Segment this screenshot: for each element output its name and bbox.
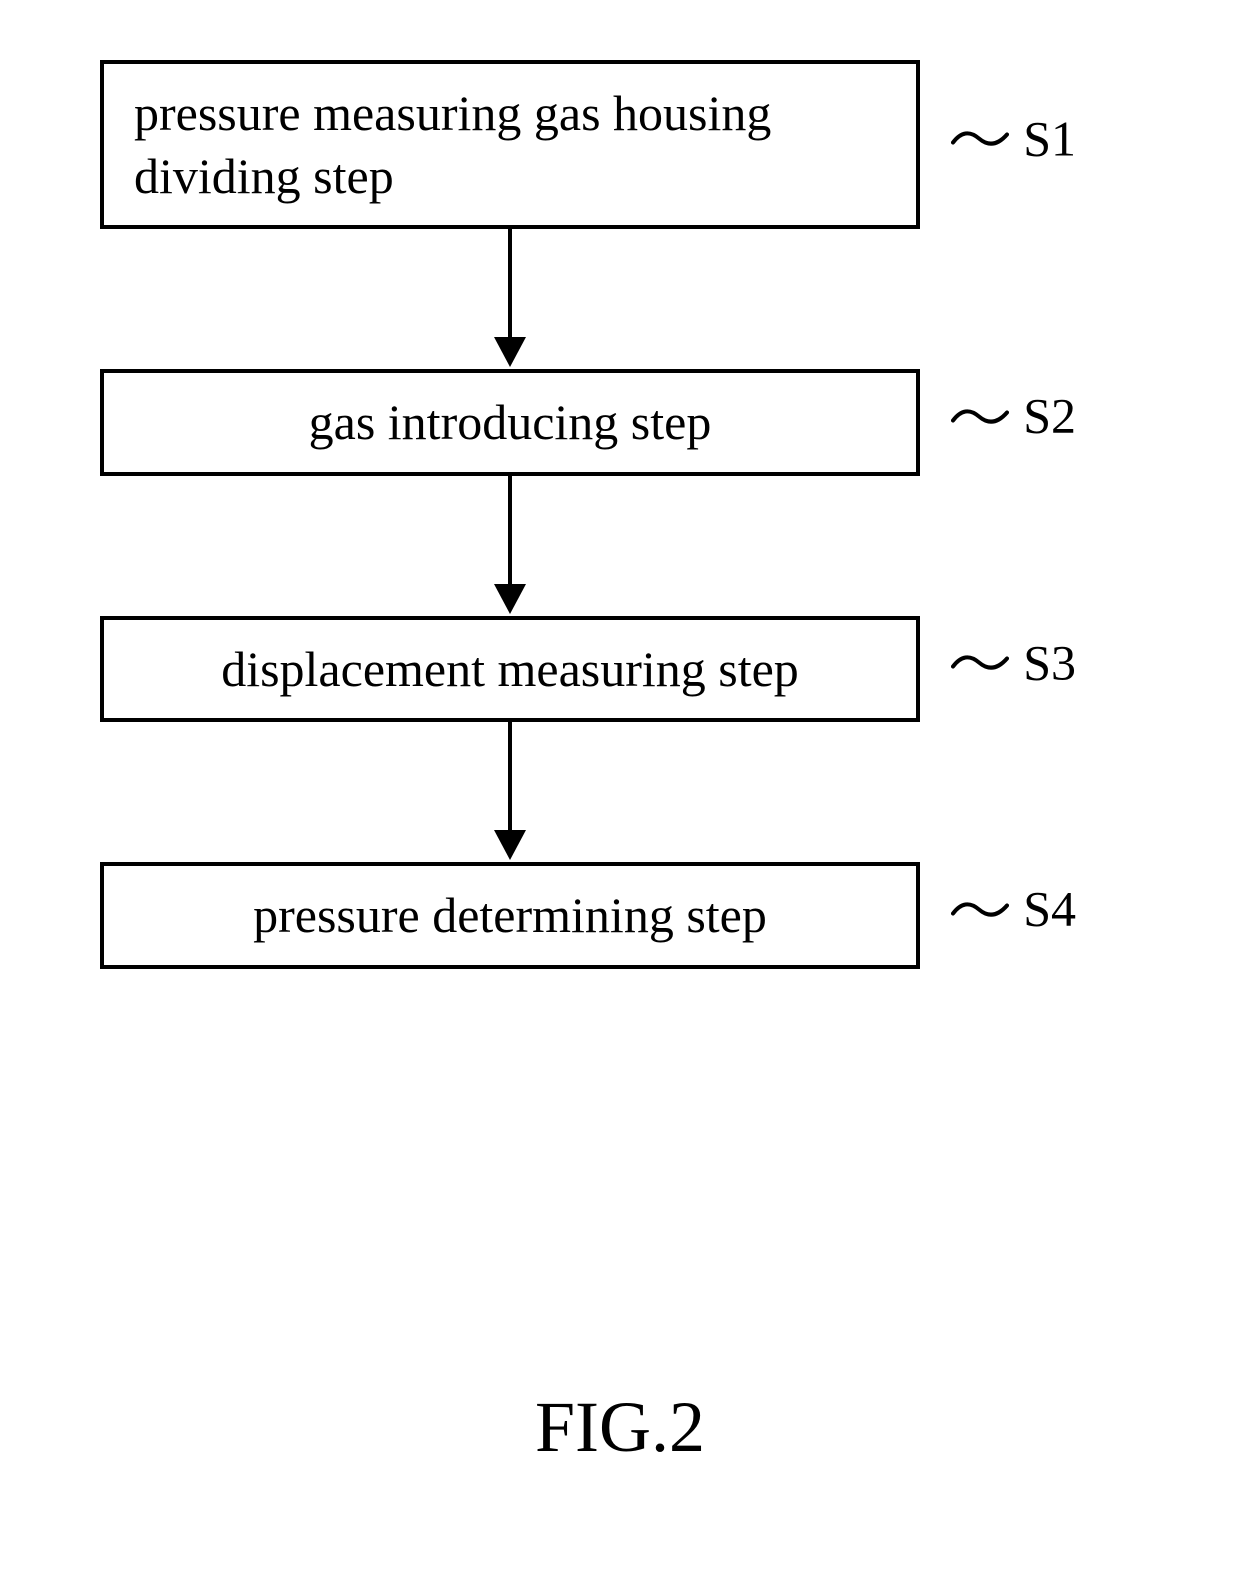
arrow-head-icon xyxy=(494,337,526,367)
arrow-head-icon xyxy=(494,830,526,860)
arrow-line xyxy=(508,722,512,832)
flowchart-node: pressure measuring gas housing dividing … xyxy=(100,60,920,229)
connector-squiggle-icon xyxy=(951,402,1009,430)
flowchart-node: pressure determining step S4 xyxy=(100,862,920,969)
node-text: pressure determining step xyxy=(253,884,767,947)
flowchart-node: gas introducing step S2 xyxy=(100,369,920,476)
node-text: gas introducing step xyxy=(309,391,712,454)
node-label-s3: S3 xyxy=(951,631,1076,694)
node-text: pressure measuring gas housing dividing … xyxy=(134,82,886,207)
flowchart-arrow xyxy=(100,229,920,369)
arrow-line xyxy=(508,476,512,586)
connector-squiggle-icon xyxy=(951,649,1009,677)
arrow-line xyxy=(508,229,512,339)
node-label-s1: S1 xyxy=(951,107,1076,170)
flowchart-arrow xyxy=(100,722,920,862)
arrow-head-icon xyxy=(494,584,526,614)
node-label-text: S4 xyxy=(1023,878,1076,941)
flowchart-container: pressure measuring gas housing dividing … xyxy=(100,60,1140,969)
node-label-text: S3 xyxy=(1023,631,1076,694)
connector-squiggle-icon xyxy=(951,895,1009,923)
flowchart-arrow xyxy=(100,476,920,616)
node-label-s2: S2 xyxy=(951,385,1076,448)
flowchart-node: displacement measuring step S3 xyxy=(100,616,920,723)
figure-caption: FIG.2 xyxy=(0,1386,1240,1469)
node-label-text: S1 xyxy=(1023,107,1076,170)
node-label-text: S2 xyxy=(1023,385,1076,448)
node-label-s4: S4 xyxy=(951,878,1076,941)
connector-squiggle-icon xyxy=(951,124,1009,152)
node-text: displacement measuring step xyxy=(221,638,799,701)
